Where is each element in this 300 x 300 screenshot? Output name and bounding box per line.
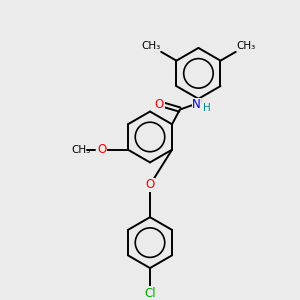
Text: N: N [192, 98, 201, 111]
Text: CH₃: CH₃ [236, 41, 256, 51]
Text: CH₃: CH₃ [71, 145, 91, 155]
Text: Cl: Cl [144, 287, 156, 300]
Text: CH₃: CH₃ [141, 41, 160, 51]
Text: O: O [97, 143, 106, 156]
Text: H: H [203, 103, 211, 112]
Text: O: O [155, 98, 164, 111]
Text: O: O [146, 178, 154, 191]
